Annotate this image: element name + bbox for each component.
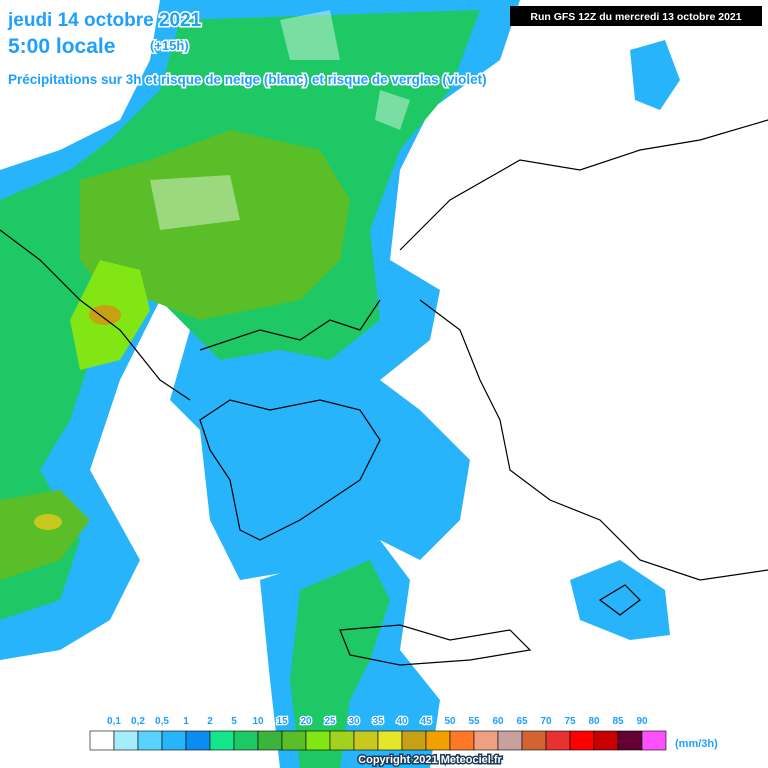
legend-swatch	[593, 730, 619, 751]
legend-label: 70	[540, 716, 552, 727]
legend-swatch	[377, 730, 403, 751]
legend-label: 65	[516, 716, 528, 727]
snow-risk	[150, 10, 410, 230]
rain-area	[290, 560, 390, 768]
legend-swatch	[209, 730, 235, 751]
legend-swatch	[521, 730, 547, 751]
rain-area	[570, 560, 670, 640]
unit: (mm/3h)	[675, 738, 718, 750]
legend-label: 15	[276, 716, 288, 727]
legend-swatch	[449, 730, 475, 751]
copyright: Copyright 2021 Meteociel.fr	[358, 754, 502, 766]
border	[0, 229, 381, 401]
island	[598, 584, 641, 616]
legend-label: 0,1	[107, 716, 121, 727]
legend-swatch	[497, 730, 523, 751]
legend-swatch	[569, 730, 595, 751]
rain-area	[80, 130, 350, 320]
rain-area	[0, 10, 480, 620]
rain-area	[0, 490, 90, 580]
legend-label: 25	[324, 716, 336, 727]
legend-label: 35	[372, 716, 384, 727]
legend-swatch	[353, 730, 379, 751]
legend-label: 5	[231, 716, 237, 727]
legend-swatch	[329, 730, 355, 751]
rain-area	[630, 40, 680, 110]
legend-swatch	[401, 730, 427, 751]
legend-swatch	[257, 730, 283, 751]
legend-label: 1	[183, 716, 189, 727]
legend-swatch	[113, 730, 139, 751]
legend-label: 75	[564, 716, 576, 727]
legend-label: 20	[300, 716, 312, 727]
legend-swatch	[137, 730, 163, 751]
coastline	[399, 119, 768, 581]
legend-swatch	[473, 730, 499, 751]
legend-swatch	[89, 730, 115, 751]
coastlines	[0, 119, 768, 666]
legend-label: 0,5	[155, 716, 169, 727]
legend-label: 60	[492, 716, 504, 727]
rain-core	[89, 305, 121, 325]
time: 5:00 locale	[8, 35, 115, 58]
run-box	[510, 6, 762, 26]
legend-label: 50	[444, 716, 456, 727]
legend-swatch	[161, 730, 187, 751]
legend-label: 90	[636, 716, 648, 727]
legend-swatch	[233, 730, 259, 751]
legend-swatch	[281, 730, 307, 751]
legend-label: 30	[348, 716, 360, 727]
legend-label: 80	[588, 716, 600, 727]
date: jeudi 14 octobre 2021	[7, 10, 202, 31]
subtitle: Précipitations sur 3h et risque de neige…	[8, 72, 487, 87]
legend-label: 0,2	[131, 716, 145, 727]
legend: 0,1 0,2 0,5 1 2 5 10 15 20 25 30 35 40 45 50 55 60 65 70 75…	[89, 715, 667, 751]
coastline	[199, 399, 381, 541]
rain-core	[34, 514, 62, 530]
legend-swatch	[425, 730, 451, 751]
legend-label: 40	[396, 716, 408, 727]
legend-swatch	[185, 730, 211, 751]
legend-swatch	[305, 730, 331, 751]
island	[339, 624, 532, 666]
legend-label: 10	[252, 716, 264, 727]
offset: (+15h)	[150, 38, 189, 53]
legend-label: 2	[207, 716, 213, 727]
legend-label: 45	[420, 716, 432, 727]
legend-swatch	[641, 730, 667, 751]
legend-swatch	[617, 730, 643, 751]
run-label: Run GFS 12Z du mercredi 13 octobre 2021	[530, 11, 741, 23]
legend-swatch	[545, 730, 571, 751]
legend-label: 55	[468, 716, 480, 727]
legend-label: 85	[612, 716, 624, 727]
